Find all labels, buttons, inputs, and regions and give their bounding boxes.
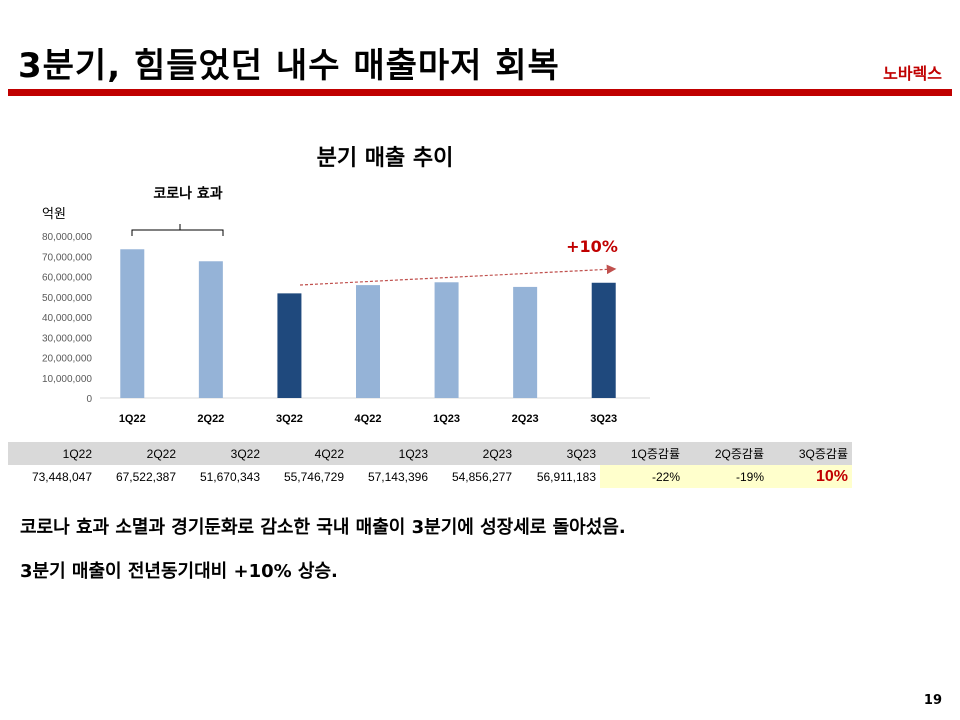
- title-divider: [8, 89, 952, 96]
- y-tick-label: 50,000,000: [42, 293, 92, 304]
- header-cell: 2Q23: [432, 442, 516, 465]
- header-cell: 3Q22: [180, 442, 264, 465]
- y-tick-label: 0: [86, 394, 92, 405]
- bar-chart: 0 10,000,000 20,000,000 30,000,000 40,000,00…: [42, 186, 650, 425]
- x-tick-label: 1Q22: [119, 413, 146, 425]
- y-tick-label: 30,000,000: [42, 333, 92, 344]
- value-cell: 51,670,343: [199, 469, 260, 484]
- growth-label: +10%: [566, 237, 618, 256]
- value-cell: 10%: [768, 465, 852, 488]
- brand-name: 노바렉스: [883, 64, 942, 83]
- bar-2Q23: [513, 286, 538, 398]
- value-cell: -22%: [600, 465, 684, 488]
- bracket: [131, 224, 224, 236]
- value-cell: 55,746,729: [283, 469, 344, 484]
- page-number: 19: [923, 693, 942, 708]
- y-tick-label: 70,000,000: [42, 252, 92, 263]
- bracket-label: 코로나 효과: [153, 186, 222, 202]
- header-cell: 2Q22: [96, 442, 180, 465]
- data-table: 1Q22 2Q22 3Q22 4Q22 1Q23 2Q23 3Q23 1Q증감률 2Q증감률 3Q…: [8, 442, 852, 488]
- chart-title: 분기 매출 추이: [316, 146, 454, 171]
- header-cell: 4Q22: [264, 442, 348, 465]
- header-cell: 1Q23: [348, 442, 432, 465]
- value-cell: 67,522,387: [115, 469, 176, 484]
- value-cell: 56,911,183: [536, 469, 596, 484]
- header-cell: 1Q22: [8, 442, 96, 465]
- table-header-row: 1Q22 2Q22 3Q22 4Q22 1Q23 2Q23 3Q23 1Q증감률 2Q증감률 3Q…: [8, 442, 852, 465]
- bar-3Q22: [277, 293, 302, 398]
- y-tick-label: 80,000,000: [42, 232, 92, 243]
- y-tick-label: 10,000,000: [42, 374, 92, 385]
- value-cell: -19%: [684, 465, 768, 488]
- trend-arrow: [299, 264, 617, 286]
- y-tick-label: 60,000,000: [42, 273, 92, 284]
- header-cell: 2Q증감률: [684, 442, 768, 465]
- bar-3Q23: [591, 282, 616, 398]
- header-cell: 3Q23: [516, 442, 600, 465]
- value-cell: 54,856,277: [451, 469, 512, 484]
- note-2: 3분기 매출이 전년동기대비 +10% 상승.: [20, 561, 338, 582]
- table-row: 73,448,047 67,522,387 51,670,343 55,746,729…: [8, 465, 852, 488]
- x-tick-label: 2Q23: [512, 413, 539, 425]
- x-tick-label: 3Q23: [590, 413, 617, 425]
- value-cell: 73,448,047: [31, 469, 92, 484]
- y-axis-label: 억원: [42, 207, 66, 222]
- page-title: 3분기, 힘들었던 내수 매출마저 회복: [18, 46, 560, 86]
- x-tick-label: 1Q23: [433, 413, 460, 425]
- x-tick-label: 2Q22: [197, 413, 224, 425]
- y-tick-label: 20,000,000: [42, 354, 92, 365]
- y-tick-label: 40,000,000: [42, 313, 92, 324]
- header-cell: 1Q증감률: [600, 442, 684, 465]
- x-tick-label: 4Q22: [355, 413, 382, 425]
- bar-4Q22: [356, 285, 380, 398]
- x-tick-label: 3Q22: [276, 413, 303, 425]
- value-cell: 57,143,396: [367, 469, 428, 484]
- bar-2Q22: [198, 261, 223, 398]
- bar-1Q22: [120, 249, 145, 398]
- note-1: 코로나 효과 소멸과 경기둔화로 감소한 국내 매출이 3분기에 성장세로 돌아…: [20, 517, 626, 538]
- header-cell: 3Q증감률: [768, 442, 852, 465]
- bar-1Q23: [434, 282, 459, 398]
